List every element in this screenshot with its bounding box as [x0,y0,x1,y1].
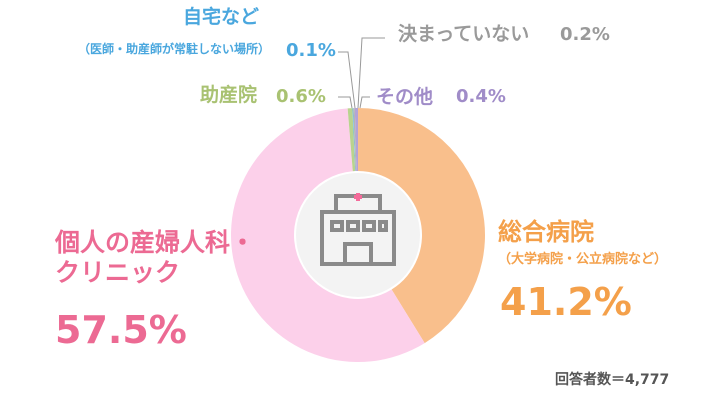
footnote: 回答者数＝4,777 [555,372,670,388]
category-note: （医師・助産師が常駐しない場所） [78,42,271,56]
slice [358,108,485,344]
slice [230,108,425,363]
slice [354,108,358,172]
cross [354,193,362,201]
category-label: 総合病院 [498,218,594,246]
value-label: 0.1% [286,40,336,61]
slice [352,108,356,172]
leader-lines [338,37,385,109]
value-label: 0.6% [276,86,326,107]
category-label: 個人の産婦人科・クリニック [55,228,256,287]
center-circle [296,173,420,297]
category-label: その他 [376,86,434,108]
hospital-icon [320,194,396,266]
value-label: 0.2% [560,24,610,45]
category-label: 決まっていない [398,23,530,45]
value-label: 0.4% [456,86,506,107]
category-note: （大学病院・公立病院など） [498,252,668,267]
slice [347,108,356,172]
value-label: 41.2% [500,280,632,324]
slice [353,108,357,172]
category-label: 助産院 [200,84,258,106]
category-label: 自宅など [183,6,260,28]
value-label: 57.5% [55,308,187,352]
